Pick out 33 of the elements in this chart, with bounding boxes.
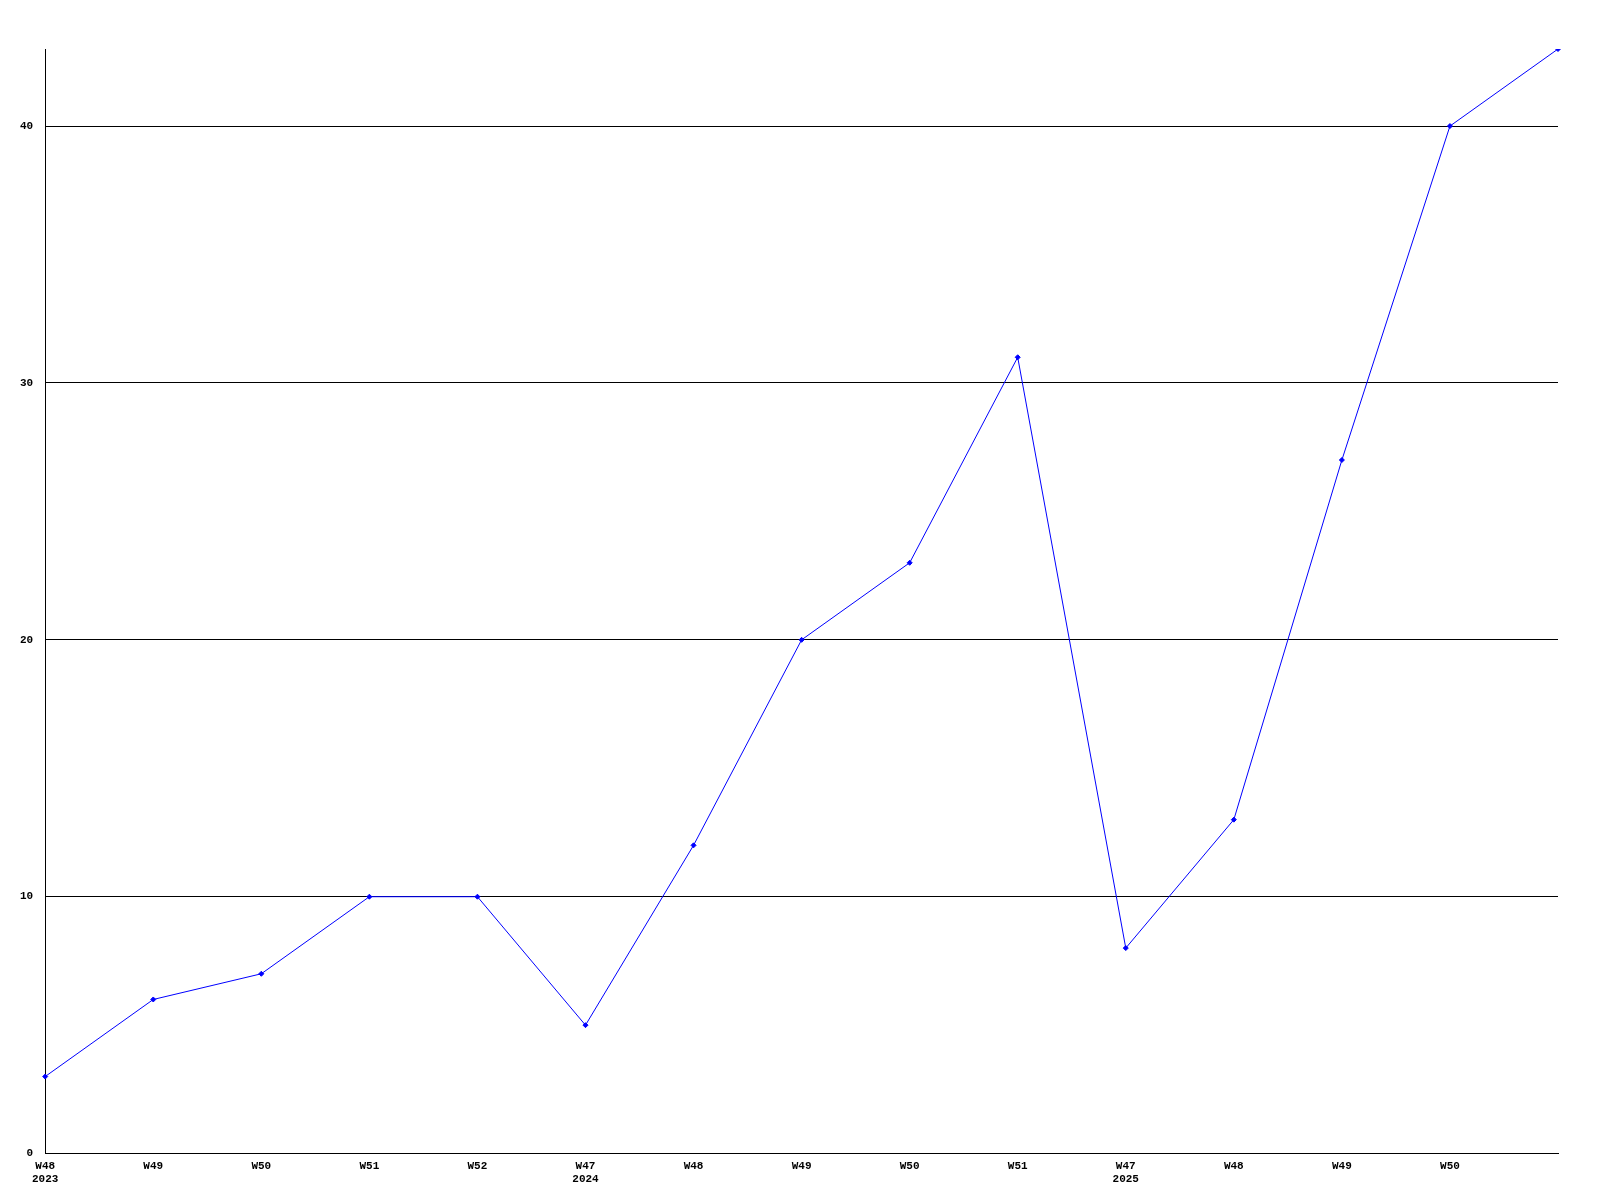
point — [474, 893, 481, 900]
y-tick-label: 20 — [20, 633, 34, 646]
point — [1338, 457, 1345, 464]
point — [582, 1022, 589, 1029]
x-tick-label: W51 — [359, 1159, 380, 1172]
point — [1014, 354, 1021, 361]
point — [906, 559, 913, 566]
point — [150, 996, 157, 1003]
x-tick-label: W48 — [683, 1159, 704, 1172]
x-tick-label: W48 — [1223, 1159, 1245, 1172]
x-tick-label: W51 — [1007, 1159, 1029, 1172]
x-tick-label: W52 — [467, 1159, 488, 1172]
y-tick-label: 40 — [20, 119, 34, 132]
point — [258, 970, 265, 977]
point — [1446, 123, 1453, 130]
x-tick-label: W50 — [899, 1159, 920, 1172]
x-tick-label: W50 — [1440, 1159, 1460, 1172]
y-tick-label: 10 — [20, 890, 34, 903]
point — [1122, 945, 1129, 952]
y-tick-label: 30 — [20, 376, 34, 389]
x-tick-label: W47 2024 — [572, 1159, 600, 1186]
point — [366, 893, 373, 900]
x-tick-label: W49 — [143, 1159, 164, 1172]
x-tick-label: W49 — [791, 1159, 812, 1172]
point — [42, 1073, 49, 1080]
x-tick-label: W47 2025 — [1112, 1159, 1140, 1186]
point — [690, 842, 697, 849]
x-tick-label: W49 — [1331, 1159, 1352, 1172]
x-tick-label: W50 — [251, 1159, 272, 1172]
point — [1230, 816, 1237, 823]
point — [798, 636, 805, 643]
y-tick-label: 0 — [26, 1147, 34, 1160]
x-tick-label: W48 2023 — [32, 1159, 59, 1186]
